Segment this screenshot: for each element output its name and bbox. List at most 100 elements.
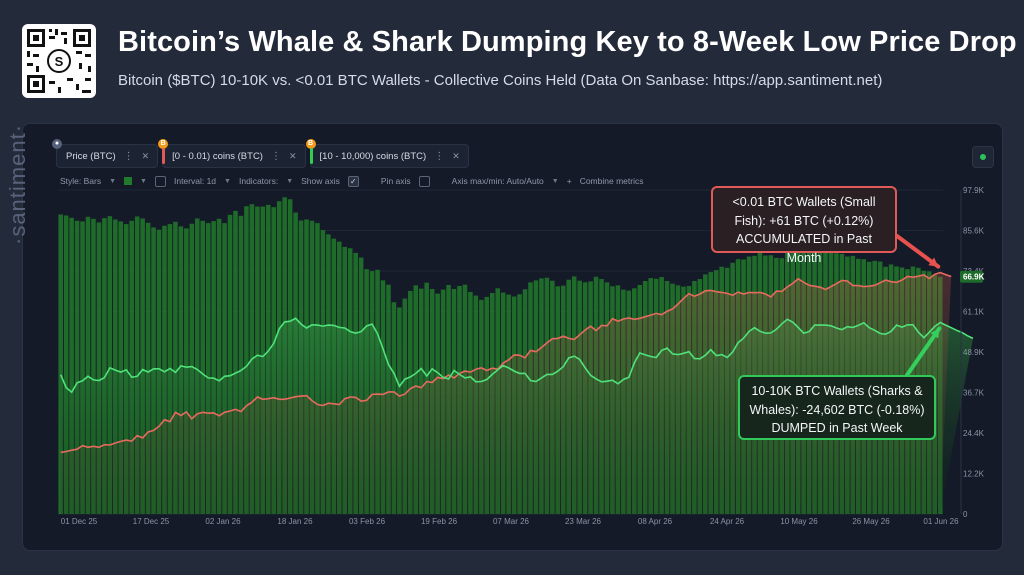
show-axis-checkbox[interactable]: ✓ [347, 175, 359, 187]
price-bar [227, 214, 233, 515]
close-icon[interactable]: ✕ [288, 150, 297, 161]
metric-chips: ● Price (BTC) ⋮ ✕ B [0 - 0.01) coins (BT… [52, 139, 469, 168]
chevron-down-icon[interactable]: ▼ [551, 177, 559, 185]
price-bar [118, 221, 124, 514]
axis-maxmin-select[interactable]: Axis max/min: Auto/Auto [451, 176, 544, 186]
price-bar [74, 220, 80, 514]
interval-select[interactable]: Interval: 1d [173, 176, 217, 186]
price-bar [145, 222, 151, 514]
y-tick-label: 48.9K [963, 348, 985, 357]
y-tick-label: 97.9K [963, 186, 985, 195]
metric-label: Price (BTC) [66, 150, 116, 162]
whale-wallets-line [59, 317, 974, 394]
whale-arrow-shaft [903, 326, 942, 380]
price-bar [222, 223, 227, 514]
plus-icon[interactable]: + [566, 176, 572, 186]
x-tick-label: 19 Feb 26 [421, 517, 458, 526]
price-bar [140, 218, 145, 514]
live-dot-icon [980, 154, 986, 160]
price-bar [233, 210, 238, 514]
x-tick-label: 18 Jan 26 [277, 517, 313, 526]
chevron-down-icon[interactable]: ▼ [286, 177, 294, 185]
annotation-small-fish: <0.01 BTC Wallets (Small Fish): +61 BTC … [711, 186, 897, 265]
metric-chip-small-wallets[interactable]: B [0 - 0.01) coins (BTC) ⋮ ✕ [158, 139, 306, 168]
price-bar [162, 225, 167, 514]
price-bar [134, 216, 140, 514]
price-bar [238, 215, 244, 515]
price-bar [80, 221, 85, 514]
pin-axis-label: Pin axis [380, 176, 411, 186]
price-bar [102, 218, 107, 515]
price-bar [216, 218, 222, 514]
bitcoin-icon: B [158, 139, 169, 149]
pin-axis-checkbox[interactable] [418, 175, 430, 187]
price-bar [173, 221, 178, 515]
x-tick-label: 24 Apr 26 [710, 517, 745, 526]
y-tick-label: 61.1K [963, 308, 985, 317]
small-area-fill [60, 272, 952, 514]
x-tick-label: 01 Dec 25 [61, 517, 98, 526]
color-swatch[interactable] [124, 177, 133, 185]
price-bar [107, 216, 113, 514]
more-options-icon[interactable]: ⋮ [270, 150, 281, 162]
chart-toolbar: Style: Bars ▼ ▼ Interval: 1d ▼ Indicator… [60, 174, 643, 188]
price-bar [69, 217, 74, 514]
y-tick-label: 0 [963, 510, 968, 519]
price-bar [113, 219, 118, 515]
x-tick-label: 10 May 26 [780, 517, 818, 526]
price-bar [205, 223, 211, 514]
price-bar [91, 218, 96, 514]
indicators-select[interactable]: Indicators: [238, 176, 279, 186]
series-fills [60, 272, 973, 514]
y-tick-label: 85.6K [963, 227, 985, 236]
header: S Bitcoin’s Whale & Shark Dumping Key to… [0, 0, 1024, 110]
metric-label: [0 - 0.01) coins (BTC) [172, 150, 263, 162]
calendar-icon [154, 175, 166, 187]
page-title: Bitcoin’s Whale & Shark Dumping Key to 8… [118, 26, 1017, 58]
y-tick-label: 24.4K [963, 429, 985, 438]
price-bar [200, 220, 205, 514]
page-subtitle: Bitcoin ($BTC) 10-10K vs. <0.01 BTC Wall… [118, 72, 883, 89]
x-tick-label: 07 Mar 26 [493, 517, 530, 526]
combine-metrics-button[interactable]: Combine metrics [579, 176, 644, 186]
show-axis-label: Show axis [301, 176, 340, 186]
bitcoin-icon: B [305, 139, 316, 149]
x-tick-label: 17 Dec 25 [133, 517, 170, 526]
price-bar [129, 220, 134, 514]
small-wallets-line [60, 271, 952, 454]
chevron-down-icon[interactable]: ▼ [224, 177, 231, 185]
chevron-down-icon[interactable]: ▼ [140, 177, 147, 185]
price-bar [211, 221, 216, 514]
y-tick-label: 12.2K [963, 470, 985, 479]
price-bar [63, 215, 69, 514]
qr-code-icon: S [22, 24, 96, 98]
whale-arrow-head [930, 328, 940, 339]
more-options-icon[interactable]: ⋮ [123, 150, 134, 162]
small-fish-arrow-head [928, 257, 939, 267]
x-tick-label: 26 May 26 [852, 517, 890, 526]
price-bar [58, 214, 63, 514]
x-tick-label: 23 Mar 26 [565, 517, 602, 526]
y-tick-label: 36.7K [963, 389, 985, 398]
annotation-whales: 10-10K BTC Wallets (Sharks & Whales): -2… [738, 375, 936, 440]
santiment-watermark: ·santiment· [5, 123, 30, 245]
more-options-icon[interactable]: ⋮ [434, 150, 445, 162]
price-bar [96, 222, 102, 514]
price-tag [960, 270, 983, 283]
y-axis: 012.2K24.4K36.7K48.9K61.1K73.4K85.6K97.9… [960, 186, 985, 519]
annotation-arrows [895, 234, 942, 380]
chevron-down-icon[interactable]: ▼ [109, 177, 117, 185]
metric-chip-whale-wallets[interactable]: B [10 - 10,000) coins (BTC) ⋮ ✕ [305, 139, 469, 168]
style-select[interactable]: Style: Bars [60, 176, 102, 186]
series-lines [59, 271, 974, 454]
close-icon[interactable]: ✕ [141, 150, 150, 161]
price-bar [85, 216, 91, 514]
price-bar [244, 206, 249, 514]
live-indicator-button[interactable] [972, 146, 994, 168]
x-tick-label: 02 Jan 26 [205, 517, 241, 526]
close-icon[interactable]: ✕ [452, 150, 460, 161]
x-tick-label: 01 Jun 26 [923, 517, 959, 526]
price-bar [194, 218, 200, 514]
metric-chip-price[interactable]: ● Price (BTC) ⋮ ✕ [52, 139, 159, 168]
